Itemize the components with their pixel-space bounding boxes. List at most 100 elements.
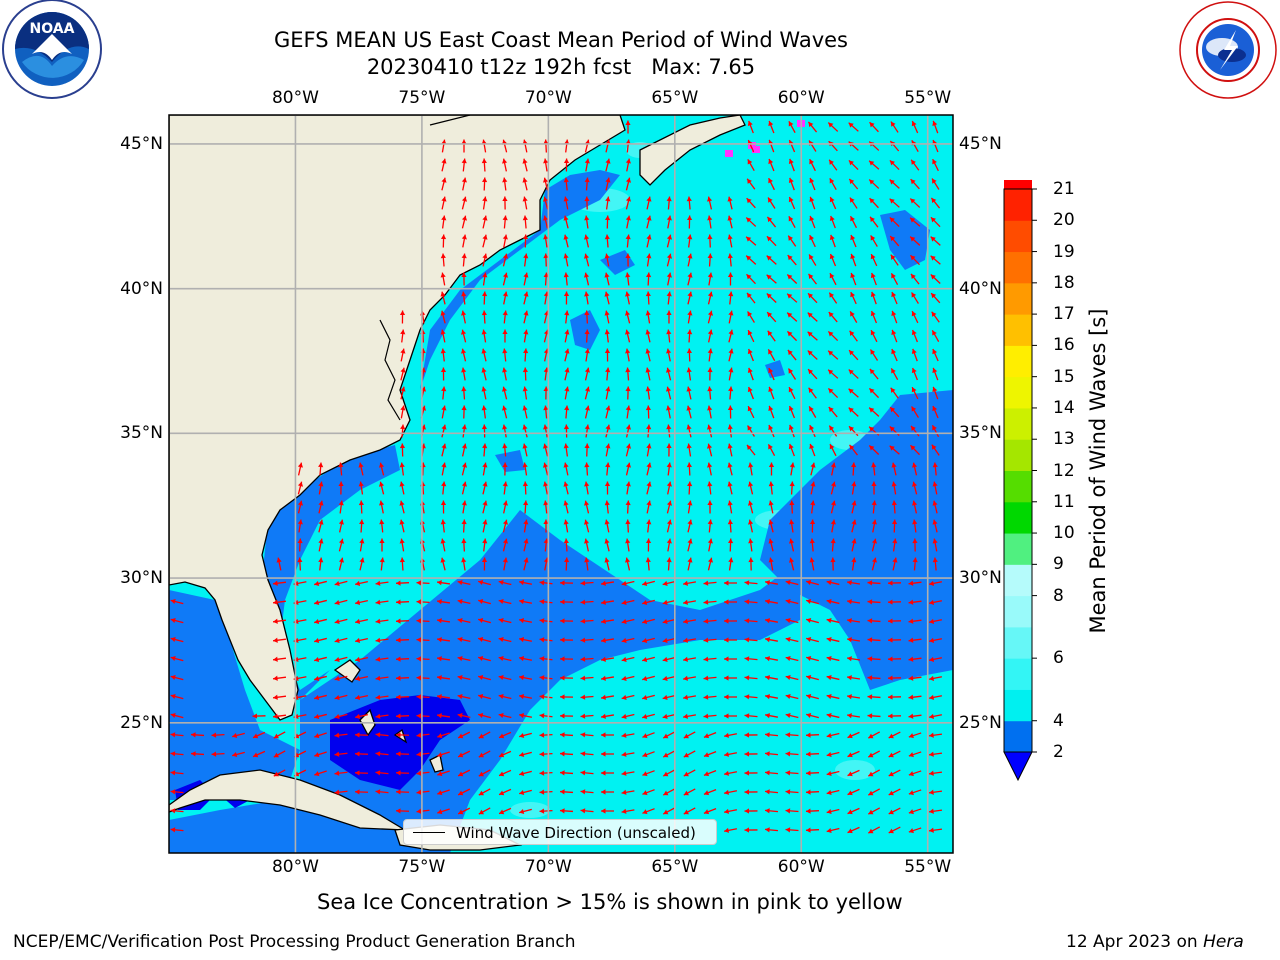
wave-arrow-head <box>625 139 631 145</box>
wave-arrow-head <box>785 751 791 757</box>
wave-arrow-head <box>478 617 484 624</box>
wave-arrow-head <box>458 771 464 777</box>
wave-arrow-head <box>867 599 873 605</box>
wave-arrow-head <box>867 618 873 624</box>
wave-arrow-head <box>564 386 570 392</box>
wave-arrow-head <box>870 349 876 355</box>
wave-arrow-head <box>847 580 852 586</box>
wave-arrow-head <box>932 159 937 165</box>
wave-arrow-head <box>767 330 773 336</box>
wave-arrow-head <box>908 790 914 796</box>
wave-arrow-head <box>461 538 467 544</box>
colorbar-tick-label: 17 <box>1053 304 1075 325</box>
wave-arrow-head <box>523 557 529 563</box>
wave-arrow-head <box>461 139 467 145</box>
wave-arrow-head <box>416 618 422 624</box>
wave-arrow-head <box>646 500 652 506</box>
wave-arrow-head <box>396 656 401 662</box>
wave-arrow-head <box>625 120 631 126</box>
wave-arrow-head <box>580 789 586 795</box>
wave-arrow-head <box>851 481 857 487</box>
wave-arrow-head <box>663 809 669 815</box>
wave-arrow-head <box>744 770 750 776</box>
wave-arrow-head <box>707 291 713 297</box>
wave-arrow-head <box>560 618 565 624</box>
wave-arrow-head <box>929 694 935 700</box>
wave-arrow-head <box>686 196 692 202</box>
wave-arrow-head <box>437 694 442 700</box>
wave-arrow-head <box>481 348 487 354</box>
colorbar-segment <box>1004 251 1032 284</box>
wave-arrow-head <box>765 732 770 738</box>
wave-arrow-head <box>605 405 611 411</box>
wave-arrow-head <box>871 519 877 525</box>
wave-arrow-head <box>334 675 340 682</box>
wave-arrow-head <box>314 771 320 777</box>
wave-arrow-head <box>785 789 791 795</box>
wave-arrow-head <box>334 751 340 757</box>
wave-arrow-head <box>829 159 834 165</box>
wave-arrow-head <box>440 272 446 278</box>
wave-arrow-head <box>807 312 813 318</box>
wave-arrow-head <box>645 310 651 316</box>
legend-line-swatch <box>413 832 445 833</box>
wave-arrow-head <box>847 618 852 624</box>
wave-arrow-head <box>605 443 611 449</box>
wave-arrow-head <box>584 291 590 297</box>
wave-arrow-head <box>908 637 914 643</box>
wave-arrow-head <box>355 732 360 738</box>
wave-arrow-head <box>728 557 734 563</box>
wave-arrow-head <box>683 713 688 719</box>
chart-title-line2: 20230410 t12z 192h fcst Max: 7.65 <box>366 55 756 79</box>
wave-arrow-head <box>871 500 877 506</box>
wave-arrow-head <box>461 424 467 430</box>
wave-arrow-head <box>539 580 545 586</box>
wave-arrow-head <box>523 329 529 335</box>
wave-arrow-head <box>826 770 832 776</box>
wave-arrow-head <box>399 538 405 544</box>
wave-arrow-head <box>707 215 713 221</box>
wave-arrow-head <box>908 752 914 758</box>
wave-arrow-head <box>683 675 688 681</box>
wave-arrow-head <box>645 348 651 354</box>
wave-arrow-head <box>666 253 673 259</box>
wave-arrow-head <box>580 713 586 719</box>
wave-arrow-head <box>806 808 811 814</box>
wave-arrow-head <box>642 771 648 777</box>
wave-arrow-head <box>826 675 832 681</box>
wave-arrow-head <box>416 713 422 719</box>
wave-arrow-head <box>932 557 938 563</box>
wave-arrow-head <box>458 790 464 796</box>
wave-arrow-head <box>707 481 713 487</box>
wave-arrow-head <box>912 557 918 563</box>
wave-arrow-head <box>932 178 937 184</box>
wave-arrow-head <box>437 618 442 624</box>
wave-arrow-head <box>502 443 508 449</box>
wave-arrow-head <box>642 656 648 663</box>
wave-arrow-head <box>498 712 504 719</box>
wave-arrow-head <box>563 253 569 259</box>
wave-arrow-head <box>461 196 468 202</box>
wave-arrow-head <box>396 580 401 586</box>
colorbar-tick-label: 10 <box>1053 523 1075 544</box>
wave-arrow-head <box>929 789 934 795</box>
wave-arrow-head <box>539 808 545 814</box>
wave-arrow-head <box>437 713 442 719</box>
colorbar-tick-label: 8 <box>1053 585 1064 606</box>
wave-arrow-head <box>724 713 729 719</box>
wave-arrow-head <box>502 538 508 544</box>
wave-arrow-head <box>563 557 570 563</box>
wave-arrow-head <box>481 405 487 411</box>
wave-arrow-head <box>440 367 447 373</box>
wave-arrow-head <box>338 481 344 487</box>
wave-arrow-head <box>828 122 834 128</box>
wave-arrow-head <box>523 253 529 259</box>
wave-arrow-head <box>478 674 484 681</box>
wave-arrow-head <box>482 481 488 487</box>
wave-arrow-head <box>929 637 935 643</box>
wave-arrow-head <box>789 519 795 525</box>
landmass <box>169 115 626 721</box>
wave-arrow-head <box>687 538 693 544</box>
wave-arrow-head <box>765 637 771 643</box>
wave-arrow-head <box>482 272 488 278</box>
